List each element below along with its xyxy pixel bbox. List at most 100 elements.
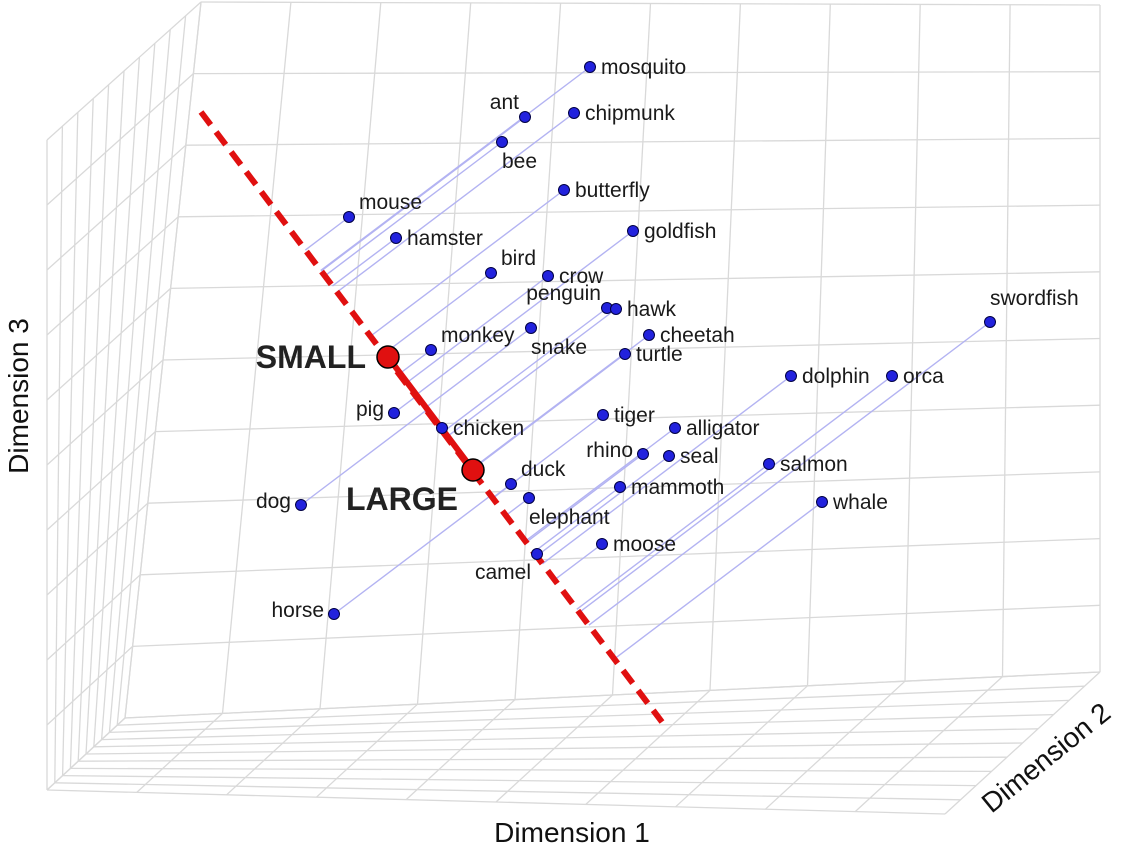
point-tiger bbox=[597, 409, 609, 421]
point-bird bbox=[485, 267, 497, 279]
pole-label-large: LARGE bbox=[346, 481, 458, 517]
grid-side-vertical bbox=[116, 15, 187, 726]
grid-side-vertical bbox=[124, 1, 202, 719]
point-label-orca: orca bbox=[903, 365, 944, 388]
projection-line-bee bbox=[324, 141, 503, 277]
point-mouse bbox=[343, 211, 355, 223]
point-label-rhino: rhino bbox=[586, 439, 633, 462]
point-label-bee: bee bbox=[502, 150, 537, 173]
point-ant bbox=[519, 111, 531, 123]
point-label-tiger: tiger bbox=[614, 404, 655, 427]
point-snake bbox=[525, 322, 537, 334]
grid-layer bbox=[46, 1, 1101, 815]
point-dolphin bbox=[785, 370, 797, 382]
point-label-dolphin: dolphin bbox=[802, 365, 870, 388]
point-goldfish bbox=[627, 225, 639, 237]
point-label-whale: whale bbox=[832, 491, 888, 514]
projection-line-ant bbox=[320, 116, 526, 272]
pole-label-small: SMALL bbox=[256, 339, 366, 375]
grid-floor-depth bbox=[585, 689, 711, 805]
grid-back-horizontal bbox=[193, 71, 1101, 75]
point-salmon bbox=[763, 458, 775, 470]
point-label-alligator: alligator bbox=[686, 417, 760, 440]
projection-line-hawk bbox=[446, 308, 617, 438]
grid-back-horizontal bbox=[170, 271, 1101, 290]
point-mosquito bbox=[584, 61, 596, 73]
point-label-hawk: hawk bbox=[627, 298, 677, 321]
point-pig bbox=[388, 407, 400, 419]
grid-side-depth bbox=[46, 287, 172, 401]
point-label-ant: ant bbox=[490, 91, 519, 114]
point-label-monkey: monkey bbox=[441, 324, 515, 347]
point-label-chicken: chicken bbox=[453, 417, 524, 440]
grid-floor-depth bbox=[675, 685, 808, 808]
point-label-mosquito: mosquito bbox=[601, 56, 686, 79]
x-axis-title: Dimension 1 bbox=[494, 817, 650, 848]
projection-line-penguin bbox=[442, 307, 608, 433]
grid-floor-depth bbox=[944, 671, 1101, 815]
projection-line-chipmunk bbox=[336, 112, 575, 293]
point-alligator bbox=[669, 422, 681, 434]
point-orca bbox=[886, 370, 898, 382]
projection-line-alligator bbox=[524, 427, 676, 542]
point-seal bbox=[663, 450, 675, 462]
grid-floor-depth bbox=[854, 676, 1003, 813]
grid-floor-width bbox=[101, 713, 1054, 741]
grid-side-depth bbox=[46, 144, 187, 271]
projection-line-orca bbox=[578, 375, 893, 613]
point-elephant bbox=[523, 492, 535, 504]
point-label-hamster: hamster bbox=[407, 227, 483, 250]
point-crow bbox=[542, 270, 554, 282]
projection-line-monkey bbox=[398, 349, 432, 375]
point-swordfish bbox=[984, 316, 996, 328]
point-horse bbox=[328, 608, 340, 620]
point-label-snake: snake bbox=[531, 336, 587, 359]
point-rhino bbox=[637, 448, 649, 460]
grid-floor-depth bbox=[764, 680, 906, 810]
projection-line-moose bbox=[554, 543, 603, 581]
grid-side-depth bbox=[46, 73, 194, 206]
pole-marker-large bbox=[461, 458, 485, 482]
projection-line-mammoth bbox=[533, 486, 621, 553]
point-bee bbox=[496, 136, 508, 148]
point-label-salmon: salmon bbox=[780, 453, 848, 476]
point-dog bbox=[295, 499, 307, 511]
point-label-goldfish: goldfish bbox=[644, 220, 716, 243]
point-label-bird: bird bbox=[501, 247, 536, 270]
projection-line-mouse bbox=[304, 216, 350, 251]
point-mammoth bbox=[614, 481, 626, 493]
point-monkey bbox=[425, 344, 437, 356]
point-label-moose: moose bbox=[613, 533, 676, 556]
point-duck bbox=[505, 478, 517, 490]
grid-floor-width bbox=[109, 699, 1070, 734]
point-chicken bbox=[436, 422, 448, 434]
projection-line-dolphin bbox=[542, 375, 792, 565]
grid-back-vertical bbox=[709, 3, 742, 691]
point-hamster bbox=[390, 232, 402, 244]
projection-line-whale bbox=[613, 501, 823, 660]
point-label-duck: duck bbox=[521, 458, 566, 481]
point-label-swordfish: swordfish bbox=[990, 287, 1079, 310]
grid-side-depth bbox=[46, 216, 179, 336]
grid-back-vertical bbox=[806, 4, 831, 686]
projection-line-swordfish bbox=[588, 321, 991, 626]
grid-back-horizontal bbox=[178, 204, 1101, 218]
point-label-penguin: penguin bbox=[526, 282, 601, 305]
grid-side-vertical bbox=[93, 57, 141, 747]
grid-floor-width bbox=[124, 671, 1101, 719]
projection-line-goldfish bbox=[414, 230, 634, 397]
grid-back-horizontal bbox=[162, 337, 1101, 361]
point-camel bbox=[531, 548, 543, 560]
grid-floor-width bbox=[117, 685, 1085, 726]
grid-side-vertical bbox=[100, 43, 156, 740]
point-label-elephant: elephant bbox=[529, 506, 610, 529]
grid-floor-width bbox=[85, 742, 1023, 755]
point-label-camel: camel bbox=[475, 561, 531, 584]
data-labels: mosquito ant chipmunk bee butterfly mouse hams… bbox=[256, 56, 1079, 622]
grid-back-horizontal bbox=[185, 137, 1101, 146]
projection-line-dog bbox=[300, 409, 427, 506]
grid-side-depth bbox=[46, 1, 202, 141]
point-label-butterfly: butterfly bbox=[575, 179, 650, 202]
projection-line-hamster bbox=[332, 237, 397, 287]
